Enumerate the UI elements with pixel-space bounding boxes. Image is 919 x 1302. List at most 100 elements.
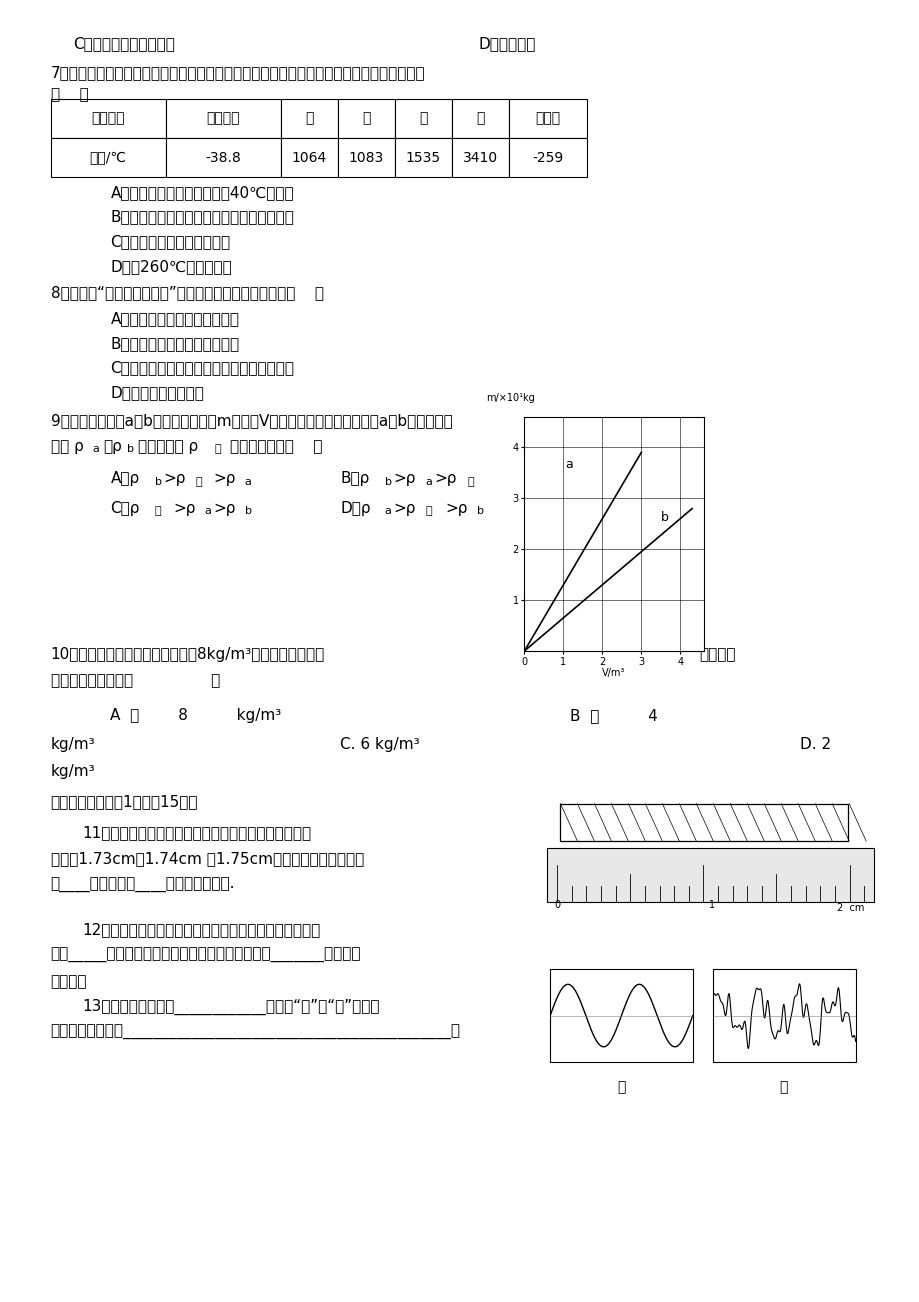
Text: 物质名称: 物质名称 [91,112,125,125]
Text: a: a [204,506,210,517]
Text: 8、在探究“凸透镜成像规律”时，提出的探究问题应该是（    ）: 8、在探究“凸透镜成像规律”时，提出的探究问题应该是（ ） [51,285,323,301]
Text: 0: 0 [553,900,560,910]
Bar [51,138,165,177]
Text: 铁: 铁 [418,112,427,125]
Text: 密度 ρ: 密度 ρ [51,439,84,454]
Text: 分别为1.73cm、1.74cm 和1.75cm，则该物体的长度最接: 分别为1.73cm、1.74cm 和1.75cm，则该物体的长度最接 [51,852,363,867]
Text: >ρ: >ρ [213,501,235,517]
Bar [280,138,337,177]
Text: A．凸透镜对光是否有会聚作用: A．凸透镜对光是否有会聚作用 [110,311,239,327]
Text: C．冰和水的多少都没变: C．冰和水的多少都没变 [74,36,176,52]
Text: >ρ: >ρ [173,501,195,517]
Text: C．金块掉进铁水中不会熔化: C．金块掉进铁水中不会熔化 [110,234,231,250]
Text: 声的波形，理由是___________________________________________。: 声的波形，理由是________________________________… [51,1025,460,1040]
Text: 水: 水 [195,477,201,487]
Text: 水: 水 [425,506,431,517]
Bar [712,969,855,1062]
Bar [451,138,508,177]
Bar [560,803,847,841]
Text: b: b [384,477,391,487]
Text: B．用钨做灯丝，是因为钨在高温下不易熔化: B．用钨做灯丝，是因为钨在高温下不易熔化 [110,210,294,225]
Text: 水: 水 [154,506,161,517]
Text: D．无法判定: D．无法判定 [478,36,535,52]
Y-axis label: m/×10¹kg: m/×10¹kg [485,393,534,402]
Text: D．ρ: D．ρ [340,501,370,517]
Text: 熶点/℃: 熶点/℃ [89,151,127,164]
Text: 固态水銀: 固态水銀 [206,112,240,125]
Text: >ρ: >ρ [213,471,235,487]
Text: 1064: 1064 [291,151,326,164]
Text: 12、敲响的音叉接触水面能溅起水花，说明声音是由于物: 12、敲响的音叉接触水面能溅起水花，说明声音是由于物 [83,922,321,937]
Text: 2  cm: 2 cm [836,904,864,914]
Text: 7、如表中列出了一个标准大气压下部分物质的熔点，据此分析得出下列结论，其中正确的是: 7、如表中列出了一个标准大气压下部分物质的熔点，据此分析得出下列结论，其中正确的… [51,65,425,81]
Text: >ρ: >ρ [445,501,467,517]
Bar [394,138,451,177]
Bar [337,99,394,138]
Text: C．ρ: C．ρ [110,501,140,517]
Text: 甲: 甲 [616,1081,625,1095]
Bar [51,99,165,138]
Text: （    ）: （ ） [51,87,88,103]
Text: 耳中的。: 耳中的。 [51,974,87,990]
Text: 水: 水 [467,477,473,487]
Bar [280,99,337,138]
Text: 1083: 1083 [348,151,383,164]
Text: 1: 1 [709,900,715,910]
Text: 1535: 1535 [405,151,440,164]
Text: a: a [92,444,98,454]
Text: >ρ: >ρ [393,501,415,517]
Text: >ρ: >ρ [164,471,186,487]
Text: A  ．        8          kg/m³: A ． 8 kg/m³ [110,708,281,724]
Text: b: b [660,512,668,525]
Text: 錨: 錨 [475,112,484,125]
Bar [508,138,586,177]
Text: D．凸透镜是否能成像: D．凸透镜是否能成像 [110,385,204,401]
Text: -259: -259 [532,151,562,164]
Text: b: b [127,444,134,454]
Bar [550,969,692,1062]
Text: b: b [476,506,483,517]
Text: 二、填空题（每空1分，共15分）: 二、填空题（每空1分，共15分） [51,794,198,810]
Text: D. 2: D. 2 [800,737,831,753]
Text: kg/m³: kg/m³ [51,764,96,780]
Bar [394,99,451,138]
Text: a: a [244,477,251,487]
Text: kg/m³: kg/m³ [51,737,96,753]
Bar [451,99,508,138]
X-axis label: V/m³: V/m³ [602,668,625,678]
Text: D．－260℃的氢是液态: D．－260℃的氢是液态 [110,259,232,275]
Text: 和水的密度 ρ: 和水的密度 ρ [138,439,198,454]
Text: b: b [244,506,252,517]
Text: a: a [565,457,573,470]
Text: 9、如图所示的是a、b两种物质的质量m与体积V的关系图象．由图象可知，a、b两种物质的: 9、如图所示的是a、b两种物质的质量m与体积V的关系图象．由图象可知，a、b两种… [51,413,452,428]
Text: a: a [384,506,391,517]
Bar [165,99,280,138]
Text: 之间的关系是（    ）: 之间的关系是（ ） [230,439,323,454]
Bar [508,99,586,138]
Text: 近____，这是采取____的方法减小误差.: 近____，这是采取____的方法减小误差. [51,878,235,893]
Text: 锄: 锄 [361,112,370,125]
Text: B  ．          4: B ． 4 [570,708,657,724]
Text: A．ρ: A．ρ [110,471,140,487]
Text: A．水银温度计可以测量零下40℃的低温: A．水银温度计可以测量零下40℃的低温 [110,185,294,201]
Text: >ρ: >ρ [393,471,415,487]
Text: 13、从右图可知，图____________（选填“甲”或“乙”）是噪: 13、从右图可知，图____________（选填“甲”或“乙”）是噪 [83,999,380,1014]
Text: 体的_____而产生的；上课时，老师的讲话声是通过_______传入学生: 体的_____而产生的；上课时，老师的讲话声是通过_______传入学生 [51,948,361,963]
Bar [165,138,280,177]
Text: a: a [425,477,431,487]
Text: 乙: 乙 [778,1081,788,1095]
Text: C. 6 kg/m³: C. 6 kg/m³ [340,737,420,753]
Text: 10、某钢瓶内装有气态氧，密度为8kg/m³，一次气焊中用去: 10、某钢瓶内装有气态氧，密度为8kg/m³，一次气焊中用去 [51,647,324,663]
Bar [547,848,873,902]
Text: -38.8: -38.8 [205,151,241,164]
Bar [337,138,394,177]
Text: >ρ: >ρ [434,471,456,487]
Text: 3410: 3410 [462,151,497,164]
Text: 11、如图所示，有名同学对该物体长度的三次测量结果: 11、如图所示，有名同学对该物体长度的三次测量结果 [83,825,312,841]
Text: 则剩余氧气密度为（                ）: 则剩余氧气密度为（ ） [51,673,220,689]
Text: 固态氢: 固态氢 [535,112,560,125]
Text: 、ρ: 、ρ [103,439,122,454]
Text: C．像的虚实、大小、正倒跟物距有什么关系: C．像的虚实、大小、正倒跟物距有什么关系 [110,361,294,376]
Text: b: b [154,477,162,487]
Text: B．凸透镜对光是否有发散作用: B．凸透镜对光是否有发散作用 [110,336,239,352]
